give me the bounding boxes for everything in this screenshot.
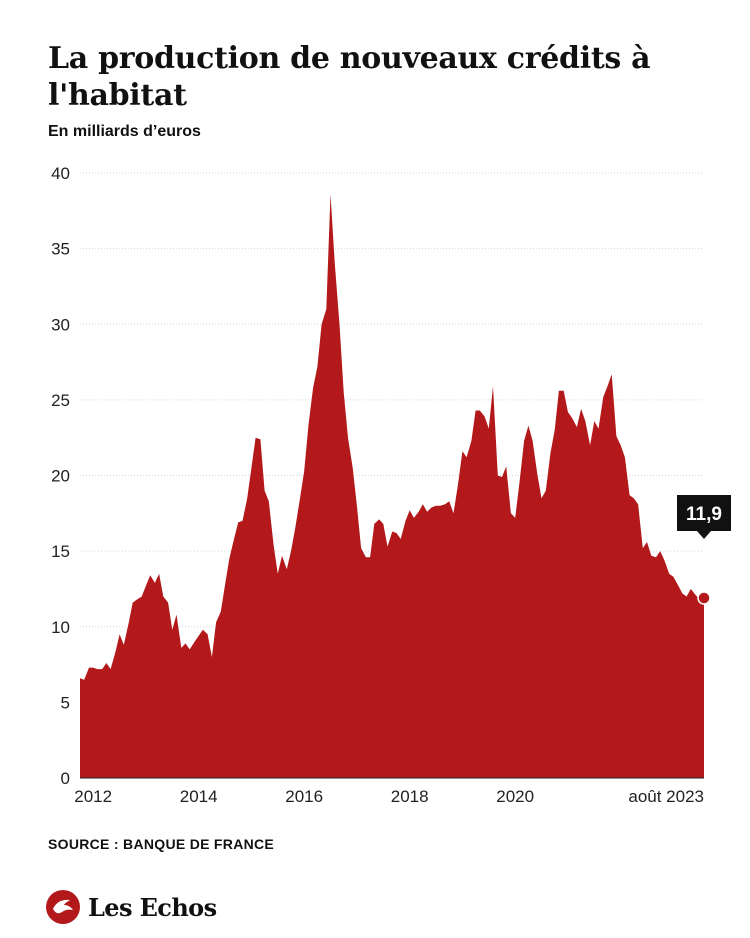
x-tick-label: 2016 [285,787,323,806]
y-tick-label: 30 [51,315,70,334]
x-tick-label: 2018 [391,787,429,806]
y-tick-label: 0 [61,769,70,788]
last-value-label: 11,9 [686,504,722,525]
y-tick-label: 15 [51,542,70,561]
y-tick-label: 35 [51,240,70,259]
y-tick-label: 20 [51,467,70,486]
x-tick-label: août 2023 [628,787,704,806]
area-chart: 0 5 10 15 20 25 30 35 40 2012 2014 2016 2018 2020 août… [51,164,731,806]
last-value-callout [677,495,731,540]
brand-name: Les Echos [88,892,217,922]
x-tick-label: 2014 [180,787,218,806]
source-note: SOURCE : BANQUE DE FRANCE [48,836,275,852]
chart-title: La production de nouveaux crédits à l'ha… [48,41,651,113]
last-value-marker [697,591,711,605]
les-echos-logo-icon [46,890,80,924]
y-tick-label: 5 [61,693,70,712]
x-tick-label: 2020 [496,787,534,806]
x-tick-label: 2012 [74,787,112,806]
area-series [80,194,704,778]
y-tick-label: 10 [51,618,70,637]
y-tick-label: 25 [51,391,70,410]
y-tick-label: 40 [51,164,70,183]
brand: Les Echos [46,890,217,924]
chart-subtitle: En milliards d’euros [48,123,201,140]
